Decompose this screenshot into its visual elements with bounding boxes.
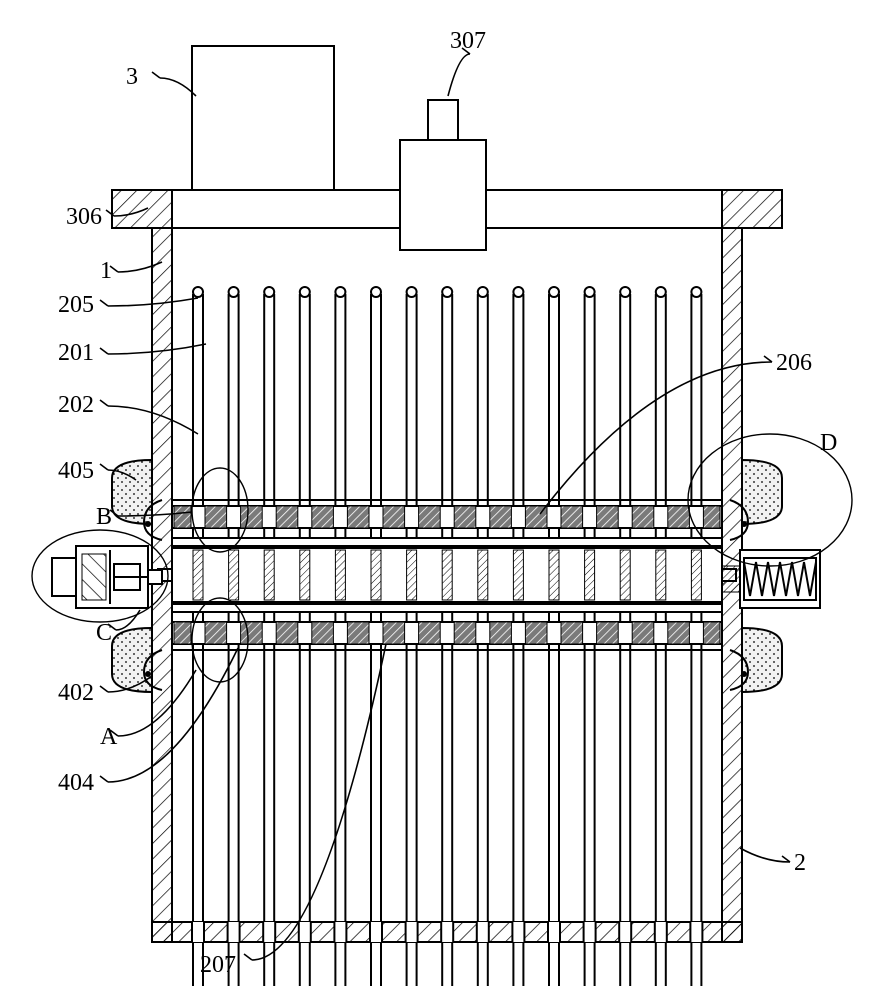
label-207: 207 (200, 952, 236, 978)
label-1: 1 (100, 258, 112, 284)
label-3: 3 (126, 64, 138, 90)
label-206: 206 (776, 350, 812, 376)
label-306: 306 (66, 204, 102, 230)
label-D: D (820, 430, 837, 456)
label-2: 2 (794, 850, 806, 876)
label-B: B (96, 504, 112, 530)
label-404: 404 (58, 770, 94, 796)
label-405: 405 (58, 458, 94, 484)
label-201: 201 (58, 340, 94, 366)
label-402: 402 (58, 680, 94, 706)
label-A: A (100, 724, 118, 750)
diagram-svg: 3 307 306 1205 201 202 405B C 402A404 207 206 D 2 (0, 0, 875, 1000)
label-307: 307 (450, 28, 486, 54)
label-205: 205 (58, 292, 94, 318)
label-202: 202 (58, 392, 94, 418)
label-C: C (96, 620, 112, 646)
